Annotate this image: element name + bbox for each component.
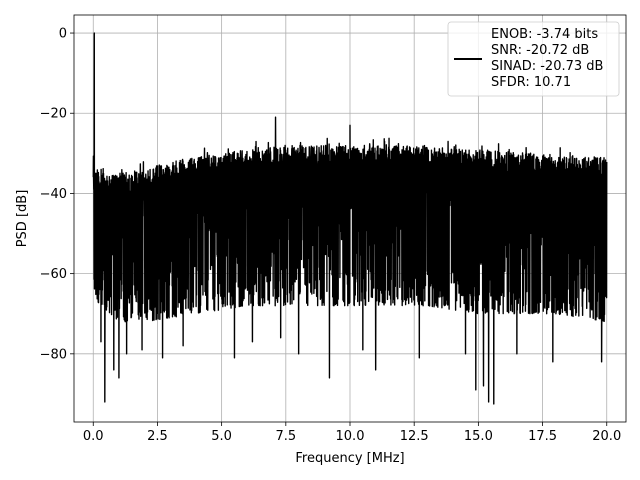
plot-area: [92, 32, 608, 405]
legend-entry-sfdr: SFDR: 10.71: [491, 75, 571, 90]
axis-ticks: 0.0 2.5 5.0 7.5 10.0 12.5 15.0 17.5 20.0 0 −20 −40 −…: [40, 27, 622, 444]
x-tick-label: 0.0: [83, 429, 104, 444]
x-tick-label: 17.5: [528, 429, 557, 444]
legend-box: [447, 21, 620, 97]
legend-entry-sinad: SINAD: -20.73 dB: [491, 59, 603, 74]
x-tick-label: 10.0: [336, 429, 365, 444]
psd-series-line: [92, 32, 608, 405]
y-tick-label: −20: [40, 107, 67, 122]
x-tick-label: 2.5: [147, 429, 168, 444]
x-tick-label: 20.0: [592, 429, 621, 444]
x-tick-label: 5.0: [211, 429, 232, 444]
y-tick-label: 0: [59, 27, 67, 42]
legend: ENOB: -3.74 bits SNR: -20.72 dB SINAD: -…: [447, 21, 620, 97]
y-tick-label: −60: [40, 267, 67, 282]
x-tick-label: 7.5: [275, 429, 296, 444]
y-axis-label: PSD [dB]: [15, 190, 30, 248]
x-axis-label: Frequency [MHz]: [295, 451, 404, 466]
legend-entry-enob: ENOB: -3.74 bits: [491, 27, 598, 42]
legend-entry-snr: SNR: -20.72 dB: [491, 43, 589, 58]
x-tick-label: 15.0: [464, 429, 493, 444]
y-tick-label: −40: [40, 187, 67, 202]
x-tick-label: 12.5: [400, 429, 429, 444]
y-tick-label: −80: [40, 347, 67, 362]
